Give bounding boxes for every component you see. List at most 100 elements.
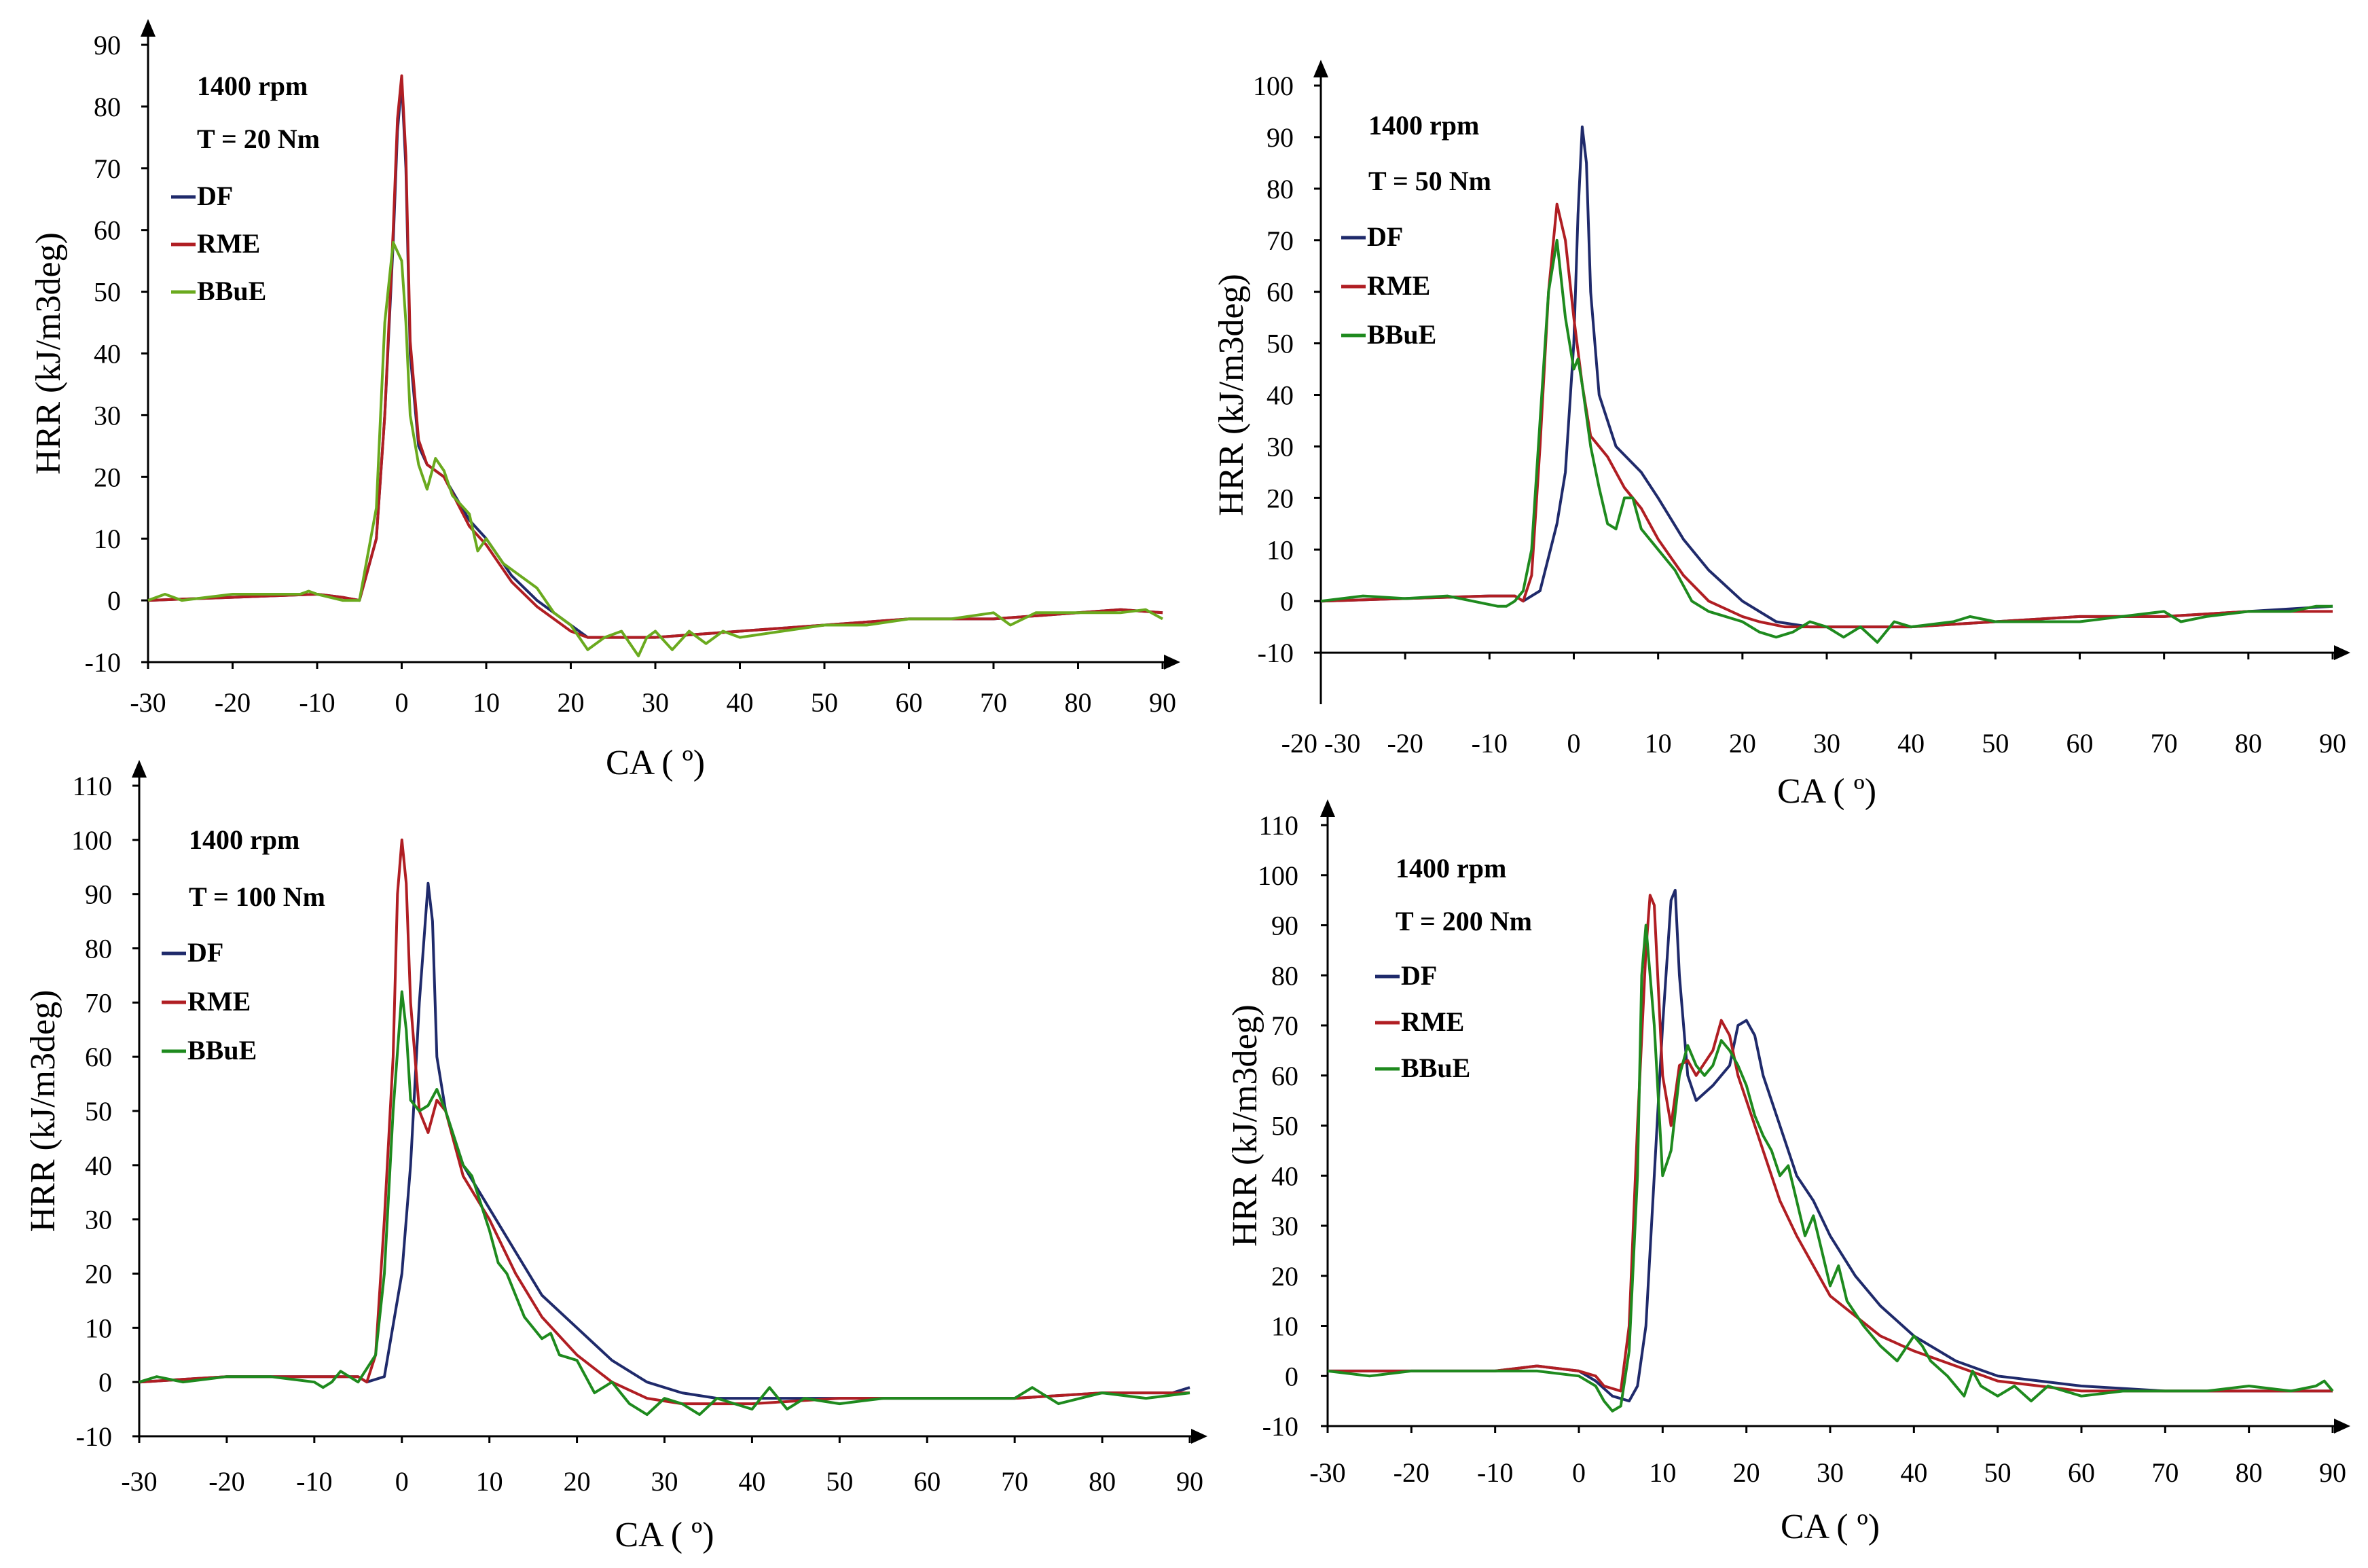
y-tick-label: 20 xyxy=(85,1259,112,1290)
x-tick-label: 30 xyxy=(642,687,669,718)
y-tick-label: 10 xyxy=(1267,534,1294,565)
y-tick-label: 30 xyxy=(85,1205,112,1235)
x-tick-label: 80 xyxy=(1089,1466,1116,1497)
y-tick-label: 30 xyxy=(1267,431,1294,462)
y-tick-label: 10 xyxy=(94,524,121,554)
x-tick-label: 90 xyxy=(1149,687,1176,718)
series-line-df xyxy=(139,881,1190,1400)
y-tick-label: 80 xyxy=(94,92,121,122)
legend-label-bbue: BBuE xyxy=(1367,319,1436,350)
x-axis-title: CA ( º) xyxy=(615,1516,714,1554)
annotation-line: T = 20 Nm xyxy=(197,124,320,154)
y-tick-label: 20 xyxy=(94,462,121,492)
y-axis-arrow xyxy=(132,760,147,778)
y-tick-label: 80 xyxy=(1271,960,1298,991)
x-tick-label: 10 xyxy=(1645,728,1672,759)
x-tick-label: 70 xyxy=(980,687,1007,718)
x-tick-label: 50 xyxy=(826,1466,853,1497)
x-tick-label: -30 xyxy=(1309,1457,1345,1488)
y-tick-label: -10 xyxy=(85,647,121,678)
legend-label-df: DF xyxy=(187,937,223,968)
x-tick-label: -30 xyxy=(130,687,166,718)
series-line-rme xyxy=(1320,202,2333,629)
series-line-df xyxy=(1328,888,2333,1403)
y-tick-label: 50 xyxy=(1267,329,1294,359)
y-axis-title: HRR (kJ/m3deg) xyxy=(29,232,68,475)
x-tick-label: -20 xyxy=(1387,728,1423,759)
x-tick-label: 80 xyxy=(1065,687,1092,718)
x-tick-label: 90 xyxy=(1176,1466,1203,1497)
x-tick-label: 20 xyxy=(1733,1457,1760,1488)
y-tick-label: 70 xyxy=(1267,225,1294,256)
y-axis-arrow xyxy=(1320,799,1335,817)
x-tick-label: 80 xyxy=(2235,728,2262,759)
series-line-df xyxy=(1320,125,2333,629)
x-tick-label: 60 xyxy=(2066,728,2094,759)
y-tick-label: 90 xyxy=(1267,122,1294,153)
y-tick-label: 40 xyxy=(94,339,121,369)
y-tick-label: 110 xyxy=(72,771,112,801)
y-tick-label: 10 xyxy=(85,1313,112,1343)
x-tick-label: 50 xyxy=(1982,728,2009,759)
y-tick-label: 50 xyxy=(94,277,121,308)
y-tick-label: 100 xyxy=(1253,71,1294,101)
annotation-line: 1400 rpm xyxy=(1396,853,1506,883)
x-tick-label: 40 xyxy=(1897,728,1925,759)
x-tick-label: -20 xyxy=(215,687,251,718)
x-tick-label: 10 xyxy=(476,1466,503,1497)
chart-panel-200nm: -10 0 10 20 30 40 50 60 70 80 90 100 110 -30 -20 -10 0 10… xyxy=(1226,799,2350,1546)
x-axis-arrow xyxy=(1164,655,1180,670)
x-tick-label: 90 xyxy=(2319,728,2346,759)
legend-label-rme: RME xyxy=(187,986,251,1017)
annotation-line: 1400 rpm xyxy=(189,824,299,855)
y-tick-label: 10 xyxy=(1271,1311,1298,1342)
y-tick-label: 30 xyxy=(1271,1211,1298,1241)
legend-label-rme: RME xyxy=(1401,1006,1464,1037)
annotation-line: T = 200 Nm xyxy=(1396,906,1532,936)
y-tick-label: 60 xyxy=(85,1042,112,1072)
y-tick-label: 100 xyxy=(1258,860,1298,891)
x-tick-label: 40 xyxy=(727,687,754,718)
y-tick-label: 60 xyxy=(1267,277,1294,308)
y-tick-label: 70 xyxy=(94,153,121,184)
x-tick-label: 60 xyxy=(896,687,923,718)
y-tick-label: 50 xyxy=(85,1096,112,1127)
x-tick-label: 70 xyxy=(2151,728,2178,759)
y-tick-label: 90 xyxy=(1271,911,1298,941)
y-tick-label: 0 xyxy=(1285,1361,1298,1391)
x-tick-label: 50 xyxy=(811,687,838,718)
legend-label-df: DF xyxy=(1367,221,1403,252)
x-tick-label: -10 xyxy=(1472,728,1508,759)
x-tick-label: 20 xyxy=(564,1466,591,1497)
x-tick-label: 90 xyxy=(2319,1457,2346,1488)
x-tick-label: 80 xyxy=(2236,1457,2263,1488)
x-axis-arrow xyxy=(1191,1429,1207,1444)
legend-label-bbue: BBuE xyxy=(197,276,266,306)
legend-label-bbue: BBuE xyxy=(1401,1053,1470,1083)
chart-panel-50nm: -10 0 10 20 30 40 50 60 70 80 90 100 -20 -30 -20 -10 0 1… xyxy=(1212,60,2350,811)
x-tick-label: 0 xyxy=(395,687,409,718)
series-line-df xyxy=(147,80,1163,639)
y-tick-label: -10 xyxy=(76,1421,112,1452)
x-tick-label: -20 xyxy=(1394,1457,1429,1488)
y-tick-label: 0 xyxy=(1280,586,1294,617)
y-tick-label: 60 xyxy=(1271,1061,1298,1091)
x-tick-label: 30 xyxy=(1813,728,1840,759)
x-tick-label: -10 xyxy=(296,1466,332,1497)
x-tick-label: 70 xyxy=(1001,1466,1028,1497)
legend-label-rme: RME xyxy=(197,228,260,259)
annotation-line: 1400 rpm xyxy=(1368,110,1479,141)
x-tick-label: 60 xyxy=(2068,1457,2095,1488)
legend-label-rme: RME xyxy=(1367,270,1430,301)
y-tick-label: 80 xyxy=(85,934,112,964)
y-tick-label: 20 xyxy=(1271,1261,1298,1292)
x-tick-label: 10 xyxy=(1649,1457,1676,1488)
x-tick-label: 0 xyxy=(1572,1457,1586,1488)
y-tick-label: 50 xyxy=(1271,1111,1298,1142)
x-tick-label: -10 xyxy=(1477,1457,1513,1488)
y-tick-label: 90 xyxy=(85,879,112,910)
x-tick-label: 10 xyxy=(473,687,500,718)
x-tick-label: 0 xyxy=(395,1466,409,1497)
y-tick-label: 20 xyxy=(1267,483,1294,513)
y-tick-label: -10 xyxy=(1258,638,1294,668)
